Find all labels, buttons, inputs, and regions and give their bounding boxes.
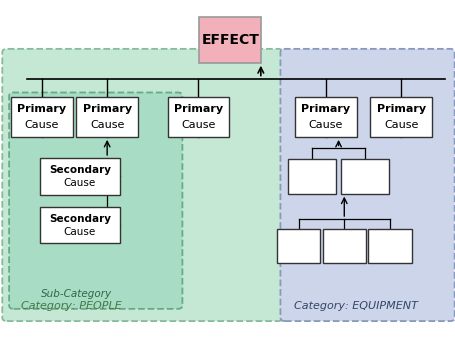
FancyBboxPatch shape: [2, 49, 282, 321]
Text: Primary: Primary: [376, 104, 425, 114]
FancyBboxPatch shape: [11, 97, 73, 137]
Text: Secondary: Secondary: [49, 214, 111, 224]
FancyBboxPatch shape: [277, 230, 319, 262]
FancyBboxPatch shape: [167, 97, 228, 137]
FancyBboxPatch shape: [76, 97, 137, 137]
Text: Cause: Cause: [90, 120, 124, 129]
Text: Sub-Category: Sub-Category: [41, 289, 112, 299]
Text: Cause: Cause: [308, 120, 343, 129]
Text: Primary: Primary: [301, 104, 350, 114]
Text: Primary: Primary: [17, 104, 66, 114]
FancyBboxPatch shape: [199, 17, 260, 63]
FancyBboxPatch shape: [288, 159, 336, 194]
Text: Category: EQUIPMENT: Category: EQUIPMENT: [293, 301, 417, 311]
Text: Cause: Cause: [181, 120, 215, 129]
FancyBboxPatch shape: [369, 97, 431, 137]
FancyBboxPatch shape: [295, 97, 356, 137]
FancyBboxPatch shape: [368, 230, 410, 262]
FancyBboxPatch shape: [322, 230, 365, 262]
Text: Secondary: Secondary: [49, 165, 111, 175]
Text: Category: PEOPLE: Category: PEOPLE: [20, 301, 121, 311]
Text: Cause: Cause: [64, 178, 96, 188]
FancyBboxPatch shape: [340, 159, 388, 194]
Text: EFFECT: EFFECT: [201, 33, 258, 47]
Text: Cause: Cause: [383, 120, 418, 129]
Text: Primary: Primary: [173, 104, 222, 114]
FancyBboxPatch shape: [40, 158, 119, 195]
Text: Cause: Cause: [25, 120, 59, 129]
FancyBboxPatch shape: [9, 92, 182, 309]
FancyBboxPatch shape: [40, 207, 119, 244]
Text: Primary: Primary: [82, 104, 131, 114]
FancyBboxPatch shape: [280, 49, 454, 321]
Text: Cause: Cause: [64, 227, 96, 237]
